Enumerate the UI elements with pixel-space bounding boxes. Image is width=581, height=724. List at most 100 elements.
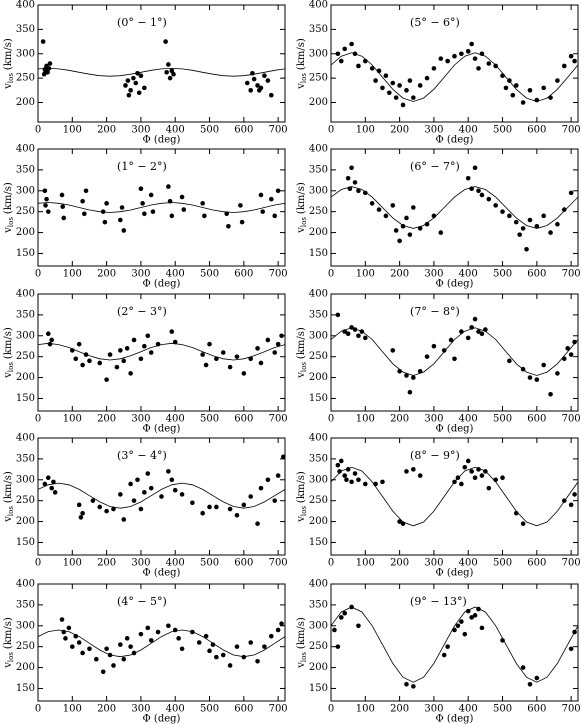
model-curve (331, 186, 578, 229)
data-point (172, 339, 178, 345)
data-point (380, 85, 385, 91)
data-point (176, 636, 181, 641)
data-point (572, 629, 577, 635)
x-axis-label: Φ (deg) (436, 135, 474, 146)
plot-area (331, 312, 578, 397)
data-point (411, 375, 416, 380)
plot-area (331, 604, 578, 689)
data-point (275, 341, 281, 347)
data-point (483, 469, 488, 474)
x-tick-label: 200 (97, 125, 116, 136)
data-point (42, 481, 48, 487)
data-point (265, 337, 271, 343)
data-point (45, 209, 51, 214)
data-point (142, 211, 147, 217)
x-tick-label: 100 (356, 269, 375, 280)
data-point (179, 646, 185, 652)
data-point (155, 341, 161, 347)
data-point (268, 196, 274, 202)
x-tick-label: 200 (390, 704, 409, 715)
data-point (349, 325, 354, 330)
data-point (227, 663, 233, 668)
data-point (255, 659, 260, 664)
data-point (503, 85, 509, 91)
data-point (164, 69, 169, 75)
data-point (272, 350, 278, 355)
data-point (513, 83, 519, 88)
x-tick-label: 200 (97, 558, 116, 569)
data-point (393, 95, 399, 100)
data-point (541, 213, 546, 219)
x-tick-label: 300 (424, 558, 443, 569)
x-tick-label: 0 (35, 125, 41, 136)
y-tick-label: 200 (16, 97, 35, 108)
y-tick-label: 400 (16, 579, 35, 590)
x-tick-label: 300 (424, 704, 443, 715)
data-point (114, 364, 120, 370)
data-point (196, 640, 202, 645)
y-axis-label: vlos (km/s) (3, 471, 16, 523)
data-point (459, 481, 464, 487)
data-point (172, 487, 178, 493)
y-label-unit: (km/s) (3, 182, 14, 214)
y-tick-label: 350 (309, 453, 328, 464)
x-tick-label: 100 (356, 125, 375, 136)
data-point (63, 636, 68, 641)
y-tick-label: 300 (309, 330, 328, 341)
data-point (486, 196, 492, 202)
data-point (227, 364, 233, 370)
data-point (441, 348, 447, 353)
x-axis-label: Φ (deg) (436, 568, 474, 579)
data-point (70, 644, 75, 649)
data-point (465, 175, 471, 181)
y-label-subscript: los (300, 73, 308, 83)
x-tick-label: 700 (562, 558, 581, 569)
plot-area (38, 39, 285, 98)
data-point (500, 475, 505, 480)
data-point (517, 232, 522, 237)
y-axis-label: vlos (km/s) (3, 182, 16, 234)
x-tick-label: 700 (269, 704, 288, 715)
data-point (345, 331, 351, 336)
x-tick-label: 500 (493, 414, 512, 425)
data-point (411, 467, 416, 472)
data-point (376, 207, 382, 212)
data-point (568, 352, 574, 357)
data-point (424, 354, 430, 359)
y-tick-label: 200 (16, 372, 35, 383)
data-point (534, 97, 540, 103)
x-tick-label: 700 (269, 125, 288, 136)
frame (37, 437, 286, 556)
x-tick-label: 100 (63, 704, 82, 715)
data-point (572, 58, 577, 64)
x-tick-label: 700 (562, 269, 581, 280)
data-point (148, 485, 154, 491)
data-point (344, 477, 349, 483)
x-tick-label: 600 (234, 704, 253, 715)
x-tick-label: 100 (63, 269, 82, 280)
y-axis-label: vlos (km/s) (296, 471, 309, 523)
panel: 0 100 200 300 400 500 600 700 150 200 250 300 350 400… (3, 579, 288, 724)
data-point (356, 623, 361, 629)
data-point (465, 49, 471, 54)
data-point (131, 498, 137, 503)
y-tick-label: 150 (309, 537, 328, 548)
data-point (47, 341, 53, 347)
y-tick-label: 250 (16, 73, 35, 84)
y-label-subscript: los (7, 217, 15, 227)
x-tick-label: 700 (562, 414, 581, 425)
data-point (51, 479, 56, 485)
data-point (472, 613, 478, 618)
data-point (369, 66, 375, 71)
data-point (417, 369, 423, 374)
y-tick-label: 400 (16, 289, 35, 300)
x-tick-label: 0 (328, 414, 334, 425)
data-point (100, 209, 106, 214)
data-point (390, 80, 396, 86)
annotation: (6° − 7°) (410, 160, 460, 173)
data-point (356, 477, 361, 483)
panel: 0 100 200 300 400 500 600 700 150 200 250 300 350 400… (296, 579, 581, 724)
data-point (179, 194, 185, 200)
y-tick-label: 150 (309, 683, 328, 694)
